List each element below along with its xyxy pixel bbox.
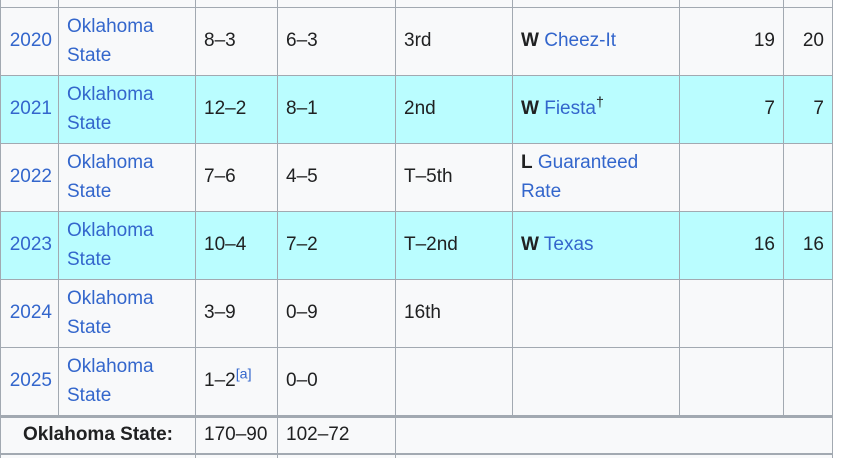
ranking-1-cell: 19 [679,7,784,76]
year-cell: 2025 [0,347,59,417]
team-link[interactable]: Oklahoma State [67,220,154,270]
team-link[interactable]: Oklahoma State [67,288,154,338]
year-link[interactable]: 2023 [9,234,52,256]
next-row-sliver [0,453,833,458]
overall-record-cell: 7–6 [195,143,278,212]
ranking-2-cell: 16 [783,211,833,280]
table-row: 2021 Oklahoma State 12–2 8–1 2nd W Fiesta† 7 7 [0,75,833,144]
totals-conference-cell: 102–72 [277,415,396,455]
ranking-1-cell: 16 [679,211,784,280]
team-link[interactable]: Oklahoma State [67,84,154,134]
year-cell: 2020 [0,7,59,76]
year-link[interactable]: 2021 [9,98,52,120]
ranking-1-cell: 7 [679,75,784,144]
ranking-2-cell [783,347,833,417]
overall-record-cell: 3–9 [195,279,278,348]
bowl-cell [512,279,680,348]
bowl-cell: L Guaranteed Rate [512,143,680,212]
totals-overall-cell: 170–90 [195,415,278,455]
table-row: 2023 Oklahoma State 10–4 7–2 T–2nd W Texas 16 1… [0,211,833,280]
dagger-mark: † [595,94,604,111]
year-link[interactable]: 2020 [9,30,52,52]
ranking-1-cell [679,347,784,417]
conference-record-cell: 8–1 [277,75,396,144]
ranking-1-cell [679,279,784,348]
footnote-link[interactable]: [a] [235,366,252,383]
bowl-link[interactable]: Cheez-It [544,30,617,52]
team-cell: Oklahoma State [58,7,196,76]
ranking-2-cell: 20 [783,7,833,76]
ranking-2-cell [783,143,833,212]
standing-cell: 2nd [395,75,513,144]
team-link[interactable]: Oklahoma State [67,356,154,406]
ranking-2-cell [783,279,833,348]
ranking-1-cell [679,143,784,212]
overall-record-cell: 12–2 [195,75,278,144]
year-link[interactable]: 2024 [9,302,52,324]
bowl-cell: W Texas [512,211,680,280]
bowl-result: L [521,152,533,173]
conference-record-cell: 6–3 [277,7,396,76]
standing-cell: T–2nd [395,211,513,280]
totals-empty-cell [395,415,833,455]
footnote-sup: [a] [236,367,252,383]
overall-record-cell: 8–3 [195,7,278,76]
standing-cell: 16th [395,279,513,348]
year-cell: 2021 [0,75,59,144]
conference-record-cell: 0–0 [277,347,396,417]
totals-row: Oklahoma State: 170–90 102–72 [0,415,833,455]
conference-record-cell: 0–9 [277,279,396,348]
team-cell: Oklahoma State [58,75,196,144]
overall-record-cell: 1–2[a] [195,347,278,417]
seasons-table: 2020 Oklahoma State 8–3 6–3 3rd W Cheez-It 19 2… [0,0,833,458]
conference-record-cell: 4–5 [277,143,396,212]
bowl-cell: W Fiesta† [512,75,680,144]
bowl-result: W [521,234,539,256]
team-cell: Oklahoma State [58,143,196,212]
team-link[interactable]: Oklahoma State [67,152,154,202]
team-cell: Oklahoma State [58,211,196,280]
season-rows: 2020 Oklahoma State 8–3 6–3 3rd W Cheez-It 19 2… [0,0,833,458]
year-cell: 2023 [0,211,59,280]
bowl-cell: W Cheez-It [512,7,680,76]
bowl-link[interactable]: Fiesta [544,98,596,120]
table-row: 2020 Oklahoma State 8–3 6–3 3rd W Cheez-It 19 2… [0,7,833,76]
year-link[interactable]: 2022 [9,166,52,188]
table-row: 2024 Oklahoma State 3–9 0–9 16th [0,279,833,348]
table-row: 2025 Oklahoma State 1–2[a] 0–0 [0,347,833,417]
ranking-2-cell: 7 [783,75,833,144]
standing-cell: T–5th [395,143,513,212]
team-cell: Oklahoma State [58,347,196,417]
conference-record-cell: 7–2 [277,211,396,280]
previous-row-sliver [0,0,833,8]
year-link[interactable]: 2025 [9,370,52,392]
overall-record-cell: 10–4 [195,211,278,280]
year-cell: 2024 [0,279,59,348]
bowl-result: W [521,98,539,120]
team-cell: Oklahoma State [58,279,196,348]
table-row: 2022 Oklahoma State 7–6 4–5 T–5th L Guarantee… [0,143,833,212]
bowl-cell [512,347,680,417]
standing-cell [395,347,513,417]
bowl-link[interactable]: Guaranteed Rate [521,152,639,202]
bowl-link[interactable]: Texas [543,234,594,256]
bowl-result: W [521,30,539,52]
year-cell: 2022 [0,143,59,212]
standing-cell: 3rd [395,7,513,76]
team-link[interactable]: Oklahoma State [67,16,154,66]
totals-label: Oklahoma State: [0,415,196,455]
